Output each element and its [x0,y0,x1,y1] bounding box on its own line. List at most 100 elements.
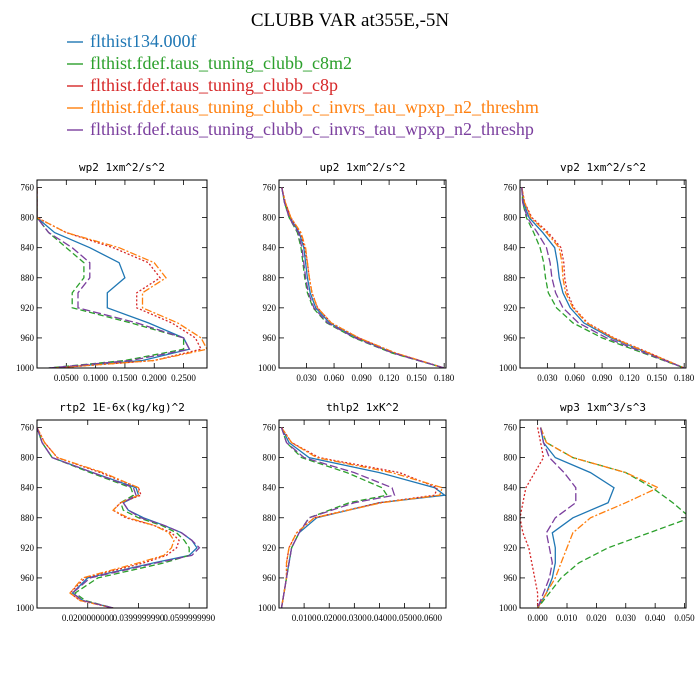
x-tick-label: 0.060 [565,373,586,383]
panels: wp2 1xm^2/s^2 760 800 840 880 920 960 1000 0.050… [16,161,695,623]
y-tick-label: 880 [263,513,277,523]
y-tick-label: 960 [263,573,277,583]
x-tick-label: 0.060 [324,373,345,383]
series-line-3 [37,187,203,368]
x-tick-label: 0.0600 [417,613,442,623]
y-tick-label: 840 [504,483,518,493]
x-tick-label: 0.030 [616,613,637,623]
y-tick-label: 960 [504,573,518,583]
y-tick-label: 760 [504,183,518,193]
panel-title: thlp2 1xK^2 [326,401,399,414]
series-line-4 [281,187,445,368]
series-line-1 [280,427,446,608]
x-tick-label: 0.010 [557,613,578,623]
x-tick-label: 0.040 [645,613,666,623]
series-line-5 [37,427,201,608]
x-tick-label: 0.1500 [113,373,138,383]
y-tick-label: 800 [504,453,518,463]
series-line-2 [537,427,686,608]
x-tick-label: 0.0599999990 [163,613,215,623]
panel-title: wp3 1xm^3/s^3 [560,401,646,414]
series-line-1 [521,187,685,368]
legend-entry: flthist.fdef.taus_tuning_clubb_c_invrs_t… [67,97,539,117]
series-line-2 [37,427,190,608]
x-tick-label: 0.0500 [54,373,79,383]
y-tick-label: 1000 [499,363,518,373]
x-tick-label: 0.150 [407,373,428,383]
y-tick-label: 800 [504,213,518,223]
x-tick-label: 0.180 [674,373,695,383]
panel-4: rtp2 1E-6x(kg/kg)^2 760 800 840 880 920 960 100… [16,401,216,623]
y-tick-label: 1000 [499,603,518,613]
y-tick-label: 920 [263,303,277,313]
plot-frame [519,419,687,609]
panel-title: rtp2 1E-6x(kg/kg)^2 [59,401,185,414]
x-tick-label: 0.020 [586,613,607,623]
series-line-2 [521,187,685,368]
x-tick-label: 0.120 [379,373,400,383]
panel-title: vp2 1xm^2/s^2 [560,161,646,174]
y-tick-label: 880 [504,513,518,523]
series-line-3 [521,187,685,368]
x-tick-label: 0.0500 [392,613,417,623]
x-tick-label: 0.030 [537,373,558,383]
series-line-4 [521,187,685,368]
y-tick-label: 880 [263,273,277,283]
series-line-2 [37,187,185,368]
x-tick-label: 0.0300 [342,613,367,623]
x-tick-label: 0.180 [434,373,455,383]
series-line-1 [281,187,445,368]
y-tick-label: 840 [263,483,277,493]
y-tick-label: 1000 [16,603,35,613]
x-tick-label: 0.2000 [142,373,167,383]
panel-3: vp2 1xm^2/s^2 760 800 840 880 920 960 1000 0.030… [499,161,695,383]
y-tick-label: 880 [21,273,35,283]
legend-label: flthist.fdef.taus_tuning_clubb_c_invrs_t… [90,119,534,139]
legend: flthist134.000fflthist.fdef.taus_tuning_… [67,31,539,139]
series-line-3 [37,427,180,608]
x-tick-label: 0.0100 [292,613,317,623]
y-tick-label: 920 [504,543,518,553]
x-tick-label: 0.1000 [83,373,108,383]
y-tick-label: 960 [504,333,518,343]
y-tick-label: 800 [21,453,35,463]
x-tick-label: 0.030 [296,373,317,383]
series-line-4 [537,427,660,608]
y-tick-label: 800 [263,213,277,223]
series-line-1 [537,427,615,608]
panel-1: wp2 1xm^2/s^2 760 800 840 880 920 960 1000 0.050… [16,161,208,383]
y-tick-label: 960 [21,573,35,583]
y-tick-label: 840 [21,243,35,253]
x-tick-label: 0.0400 [367,613,392,623]
y-tick-label: 760 [263,183,277,193]
plot-frame [36,419,208,609]
y-tick-label: 920 [21,303,35,313]
legend-entry: flthist.fdef.taus_tuning_clubb_c8m2 [67,53,352,73]
legend-entry: flthist134.000f [67,31,197,51]
y-tick-label: 1000 [258,363,277,373]
y-tick-label: 920 [504,303,518,313]
series-line-5 [280,427,396,608]
x-tick-label: 0.000 [528,613,549,623]
figure-title: CLUBB VAR at355E,-5N [251,10,450,31]
x-tick-label: 0.120 [619,373,640,383]
series-line-5 [37,187,191,368]
x-tick-label: 0.150 [647,373,668,383]
series-line-2 [280,427,389,608]
x-tick-label: 0.0399999990 [113,613,165,623]
plot-frame [278,179,447,369]
y-tick-label: 760 [21,423,35,433]
y-tick-label: 880 [504,273,518,283]
series-line-5 [521,187,685,368]
y-tick-label: 800 [21,213,35,223]
panel-title: up2 1xm^2/s^2 [319,161,405,174]
legend-entry: flthist.fdef.taus_tuning_clubb_c8p [67,75,338,95]
y-tick-label: 840 [21,483,35,493]
y-tick-label: 760 [504,423,518,433]
x-tick-label: 0.090 [592,373,613,383]
legend-label: flthist.fdef.taus_tuning_clubb_c_invrs_t… [90,97,539,117]
series-line-5 [281,187,445,368]
y-tick-label: 840 [504,243,518,253]
